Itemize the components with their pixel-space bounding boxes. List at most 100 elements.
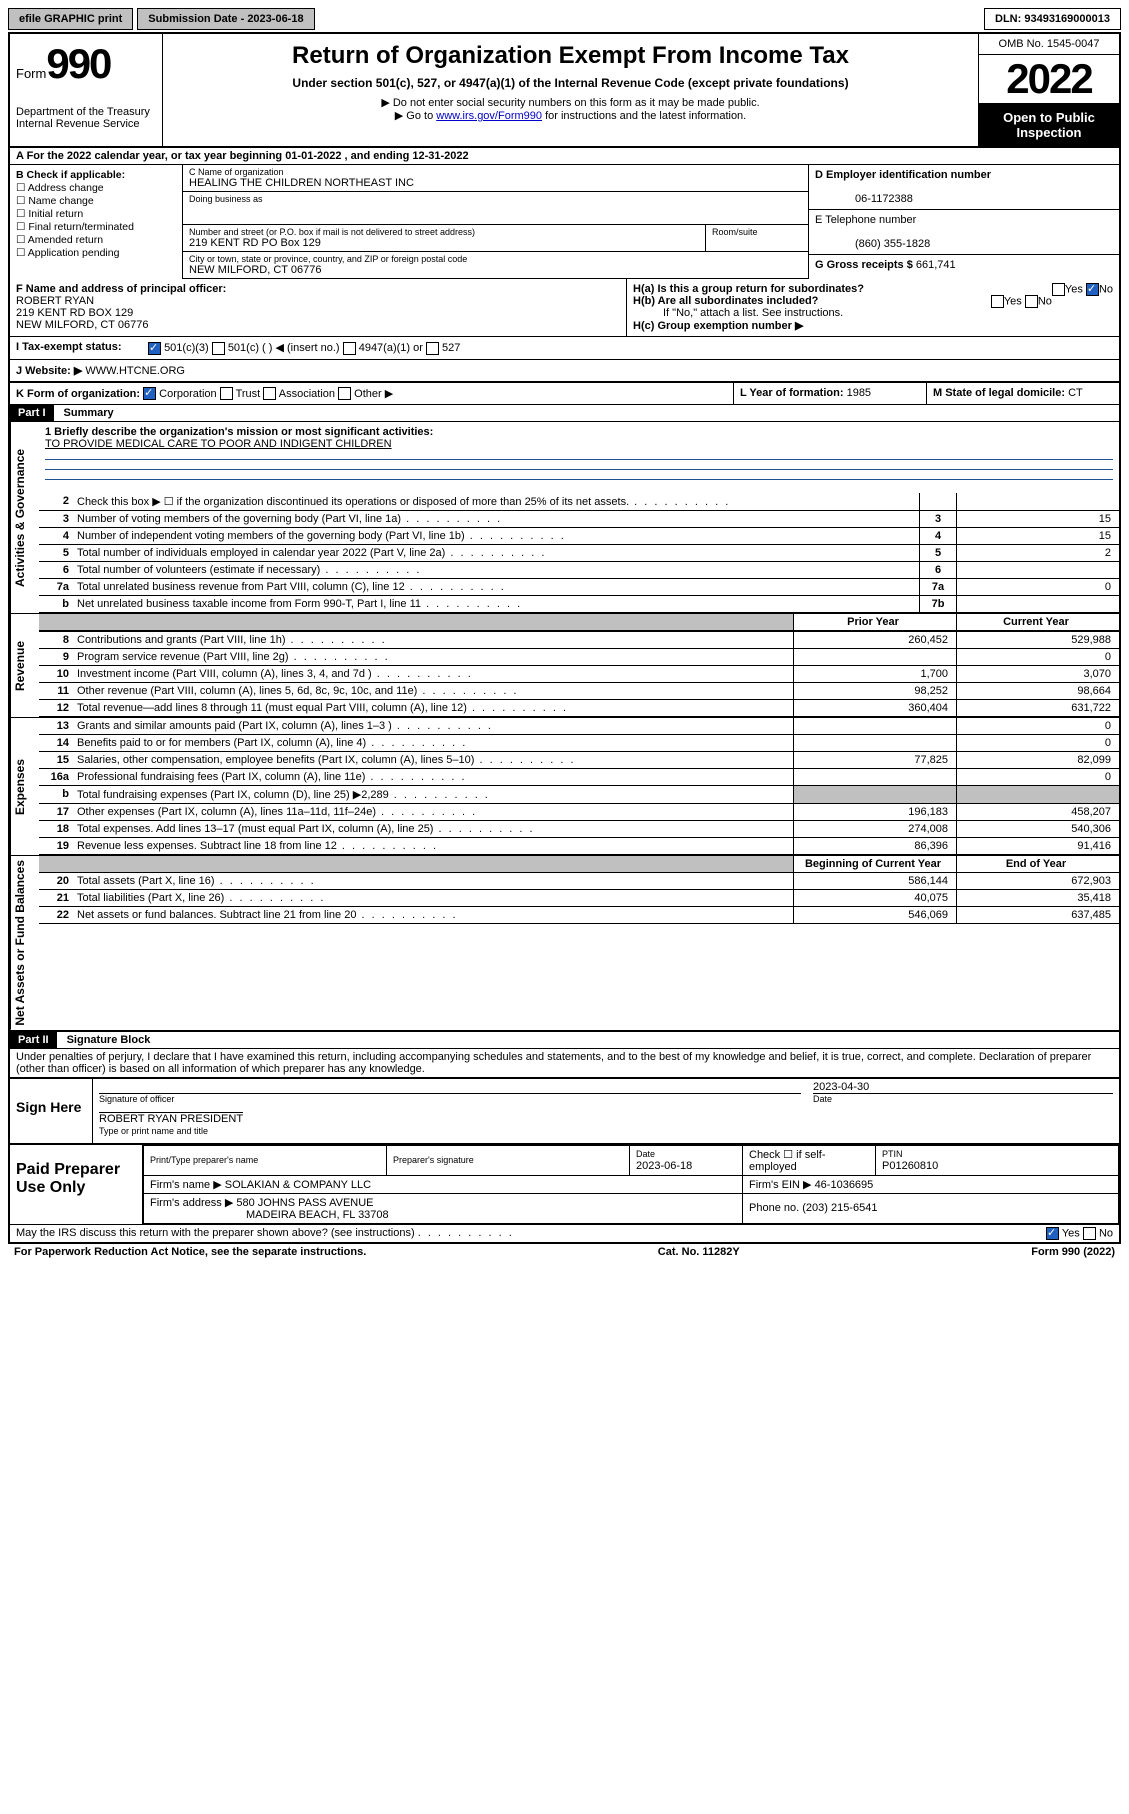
sign-here-block: Sign Here Signature of officer 2023-04-3… — [10, 1078, 1119, 1143]
part1-header: Part I Summary — [10, 405, 1119, 422]
chk-4947[interactable] — [343, 342, 356, 355]
527-lbl: 527 — [442, 342, 460, 354]
dln: DLN: 93493169000013 — [984, 8, 1121, 30]
exp-table: 13Grants and similar amounts paid (Part … — [39, 718, 1119, 855]
gross-receipts-label: G Gross receipts $ — [815, 259, 913, 271]
chk-app-pending[interactable]: ☐ Application pending — [16, 247, 176, 259]
discuss-row: May the IRS discuss this return with the… — [10, 1224, 1119, 1242]
chk-501c3[interactable] — [148, 342, 161, 355]
sig-date-label: Date — [813, 1093, 1113, 1104]
room-suite-label: Room/suite — [706, 225, 808, 251]
header-note1: ▶ Do not enter social security numbers o… — [173, 96, 968, 109]
chk-address-change[interactable]: ☐ Address change — [16, 182, 176, 194]
mission-block: 1 Briefly describe the organization's mi… — [39, 422, 1119, 493]
chk-lbl: Application pending — [28, 247, 120, 259]
form-990: 990 — [46, 40, 110, 87]
part2-header: Part II Signature Block — [10, 1032, 1119, 1049]
prep-date-lbl: Date — [636, 1149, 655, 1159]
irs-link[interactable]: www.irs.gov/Form990 — [436, 110, 542, 122]
chk-corp[interactable] — [143, 387, 156, 400]
expenses-block: Expenses 13Grants and similar amounts pa… — [10, 718, 1119, 856]
header: Form990 Department of the Treasury Inter… — [10, 34, 1119, 148]
prep-sig-lbl: Preparer's signature — [393, 1155, 474, 1165]
tax-year: 2022 — [979, 55, 1119, 104]
prep-self-emp[interactable]: Check ☐ if self-employed — [743, 1145, 876, 1175]
chk-final-return[interactable]: ☐ Final return/terminated — [16, 221, 176, 233]
year-formation: 1985 — [847, 387, 871, 399]
mission-text: TO PROVIDE MEDICAL CARE TO POOR AND INDI… — [45, 438, 392, 450]
i-label: I Tax-exempt status: — [16, 341, 122, 353]
firm-addr1: 580 JOHNS PASS AVENUE — [236, 1197, 373, 1209]
part1-title: Summary — [54, 405, 124, 421]
discuss-no[interactable] — [1083, 1227, 1096, 1240]
ha-no[interactable] — [1086, 283, 1099, 296]
firm-name-lbl: Firm's name ▶ — [150, 1179, 222, 1191]
revenue-block: Revenue Prior YearCurrent Year 8Contribu… — [10, 614, 1119, 718]
governance-block: Activities & Governance 1 Briefly descri… — [10, 422, 1119, 614]
website-row: J Website: ▶ WWW.HTCNE.ORG — [10, 360, 1119, 382]
chk-527[interactable] — [426, 342, 439, 355]
col-boy: Beginning of Current Year — [794, 856, 957, 873]
chk-initial-return[interactable]: ☐ Initial return — [16, 208, 176, 220]
col-b-header: B Check if applicable: — [16, 169, 125, 181]
hc-label: H(c) Group exemption number ▶ — [633, 320, 803, 332]
chk-lbl: Amended return — [28, 234, 103, 246]
no-lbl: No — [1099, 283, 1113, 295]
cat-no: Cat. No. 11282Y — [658, 1246, 740, 1258]
row-a-tax-year: A For the 2022 calendar year, or tax yea… — [10, 148, 1119, 165]
form-org-row: K Form of organization: Corporation Trus… — [10, 382, 1119, 406]
form-container: Form990 Department of the Treasury Inter… — [8, 32, 1121, 1244]
street-value: 219 KENT RD PO Box 129 — [189, 237, 321, 249]
discuss-yes[interactable] — [1046, 1227, 1059, 1240]
no-lbl: No — [1038, 295, 1052, 307]
side-revenue: Revenue — [10, 614, 39, 717]
other-lbl: Other ▶ — [354, 388, 393, 400]
dept-treasury: Department of the Treasury Internal Reve… — [16, 106, 156, 130]
firm-addr-lbl: Firm's address ▶ — [150, 1197, 233, 1209]
officer-name: ROBERT RYAN — [16, 295, 94, 307]
4947-lbl: 4947(a)(1) or — [359, 342, 423, 354]
header-subtitle: Under section 501(c), 527, or 4947(a)(1)… — [173, 76, 968, 90]
chk-trust[interactable] — [220, 387, 233, 400]
chk-lbl: Name change — [28, 195, 93, 207]
sig-name-label: Type or print name and title — [99, 1126, 208, 1136]
form-number: Form990 — [16, 40, 156, 88]
mission-question: 1 Briefly describe the organization's mi… — [45, 426, 433, 438]
hb-no[interactable] — [1025, 295, 1038, 308]
col-b-checkboxes: B Check if applicable: ☐ Address change … — [10, 165, 183, 279]
phone-value: (860) 355-1828 — [815, 238, 930, 250]
chk-lbl: Final return/terminated — [28, 221, 134, 233]
chk-name-change[interactable]: ☐ Name change — [16, 195, 176, 207]
501c-lbl: 501(c) ( ) ◀ (insert no.) — [228, 342, 340, 354]
city-value: NEW MILFORD, CT 06776 — [189, 264, 802, 276]
prep-header: Paid Preparer Use Only — [10, 1145, 142, 1224]
form-label: Form — [16, 66, 46, 81]
chk-amended[interactable]: ☐ Amended return — [16, 234, 176, 246]
ha-yes[interactable] — [1052, 283, 1065, 296]
officer-label: F Name and address of principal officer: — [16, 283, 226, 295]
discuss-question: May the IRS discuss this return with the… — [16, 1227, 415, 1239]
chk-assoc[interactable] — [263, 387, 276, 400]
form-title: Return of Organization Exempt From Incom… — [173, 42, 968, 70]
part2-badge: Part II — [10, 1032, 57, 1048]
j-label: J Website: ▶ — [16, 365, 82, 377]
firm-ein-lbl: Firm's EIN ▶ — [749, 1179, 812, 1191]
chk-other[interactable] — [338, 387, 351, 400]
header-note2: ▶ Go to www.irs.gov/Form990 for instruct… — [173, 109, 968, 122]
ha-label: H(a) Is this a group return for subordin… — [633, 283, 864, 295]
paid-preparer-block: Paid Preparer Use Only Print/Type prepar… — [10, 1143, 1119, 1224]
side-expenses: Expenses — [10, 718, 39, 855]
efile-button[interactable]: efile GRAPHIC print — [8, 8, 133, 30]
sign-here-label: Sign Here — [10, 1079, 93, 1143]
form-id: Form 990 (2022) — [1031, 1246, 1115, 1258]
part1-badge: Part I — [10, 405, 54, 421]
officer-row: F Name and address of principal officer:… — [10, 279, 1119, 337]
hb-yes[interactable] — [991, 295, 1004, 308]
page-footer: For Paperwork Reduction Act Notice, see … — [8, 1244, 1121, 1260]
corp-lbl: Corporation — [159, 388, 216, 400]
501c3-lbl: 501(c)(3) — [164, 342, 209, 354]
k-label: K Form of organization: — [16, 388, 140, 400]
note2-post: for instructions and the latest informat… — [542, 110, 746, 122]
chk-501c[interactable] — [212, 342, 225, 355]
yes-lbl: Yes — [1004, 295, 1022, 307]
